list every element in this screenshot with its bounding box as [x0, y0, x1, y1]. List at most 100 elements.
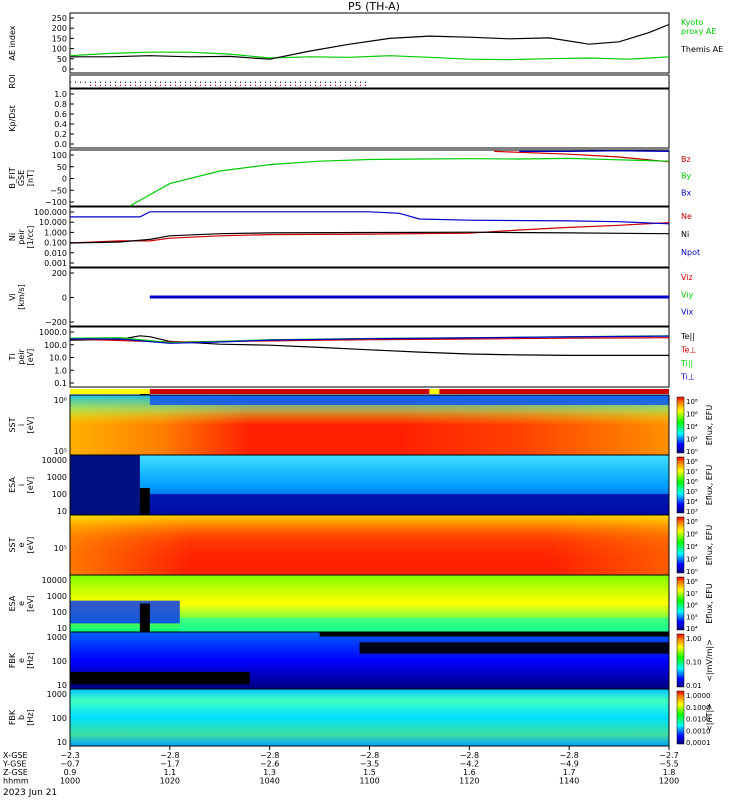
- y-tick-label: 200: [52, 24, 67, 33]
- x-axis-value: 1020: [160, 777, 180, 786]
- y-tick-label: 100: [52, 608, 67, 617]
- y-tick-label: 0: [62, 175, 67, 184]
- series-line: [129, 157, 670, 207]
- colorbar-label: Eflux, EFU: [705, 465, 714, 506]
- y-tick-label: 1000.0: [39, 328, 67, 337]
- y-tick-label: 10: [57, 507, 67, 516]
- panel-frame: [69, 206, 670, 268]
- y-tick-label: 10⁵: [54, 447, 67, 456]
- y-axis-label: [eV]: [26, 349, 35, 366]
- x-axis-value: −4.9: [559, 760, 578, 769]
- panel-fbk_b: FBK b [Hz] 1000 100 10 1.0000 0.1000 0.0100 0.001…: [8, 688, 714, 747]
- x-axis-value: 1040: [259, 777, 279, 786]
- y-axis-label: i: [17, 424, 26, 426]
- x-axis-row-label: hhmm: [3, 777, 29, 786]
- y-tick-label: 1000: [47, 473, 67, 482]
- colorbar-label: Eflux, EFU: [705, 525, 714, 566]
- chart-title: P5 (TH-A): [348, 0, 400, 13]
- y-axis-label: Vi: [8, 293, 17, 301]
- y-axis-label: [Hz]: [26, 652, 35, 668]
- y-tick-label: 100: [52, 657, 67, 666]
- spectrogram-band: [359, 642, 669, 654]
- y-axis-label: i: [17, 484, 26, 486]
- spectrogram-band: [149, 395, 669, 405]
- legend-label: Viy: [681, 290, 694, 299]
- y-tick-label: 10⁵: [54, 544, 67, 553]
- y-tick-label: 0.0: [54, 140, 67, 149]
- panel-sst_ion: SST i [eV] 10⁶ 10⁵ 10⁸ 10⁶ 10⁴ 10² 10⁰ Eflux, EFU: [8, 394, 714, 456]
- x-axis-row-label: X-GSE: [3, 751, 28, 760]
- y-tick-label: 0.001: [44, 259, 67, 268]
- y-axis-label: peir: [17, 229, 26, 245]
- y-tick-label: 150: [52, 34, 67, 43]
- y-tick-label: 1.0: [54, 366, 67, 375]
- legend-label: Bz: [681, 155, 691, 164]
- colorbar-tick-label: 10⁴: [686, 498, 698, 506]
- colorbar-tick-label: 10²: [686, 556, 698, 564]
- y-tick-label: 1000: [47, 592, 67, 601]
- legend-label: By: [681, 172, 691, 181]
- colorbar-tick-label: 10⁶: [686, 602, 698, 610]
- colorbar-tick-label: 10⁰: [686, 448, 698, 456]
- y-tick-label: 50: [57, 163, 67, 172]
- colorbar: [676, 396, 685, 454]
- y-axis-label: GSE: [17, 170, 26, 186]
- series-line: [69, 51, 670, 61]
- colorbar-tick-label: 0.1000: [686, 704, 711, 712]
- colorbar-tick-label: 10⁴: [686, 423, 698, 431]
- series-line: [494, 150, 670, 163]
- y-tick-label: 10.000: [39, 218, 67, 227]
- x-axis-value: −2.3: [60, 751, 79, 760]
- y-tick-label: 0: [62, 65, 67, 74]
- x-axis-row-label: Z-GSE: [3, 768, 28, 777]
- y-axis-label: [eV]: [26, 537, 35, 554]
- legend-label: Bx: [681, 188, 691, 197]
- x-axis-value: −2.7: [659, 751, 678, 760]
- colorbar-tick-label: 10⁵: [686, 488, 698, 496]
- colorbar: [676, 690, 685, 745]
- legend-label: Te||: [680, 332, 695, 341]
- x-axis-value: 1.7: [563, 768, 576, 777]
- x-axis-value: 1.3: [263, 768, 276, 777]
- y-tick-label: −100: [45, 198, 67, 207]
- colorbar-tick-label: 10⁶: [686, 411, 698, 419]
- y-tick-label: 200: [52, 269, 67, 278]
- y-axis-label: [1/cc]: [26, 226, 35, 249]
- y-axis-label: ESA: [8, 595, 17, 611]
- y-tick-label: 10000: [42, 456, 67, 465]
- y-tick-label: 10: [57, 624, 67, 633]
- x-axis-value: −1.7: [160, 760, 179, 769]
- y-tick-label: 0.1: [54, 379, 67, 388]
- panel-esa_elec: ESA e [eV] 10000 1000 100 10 10⁸ 10⁷ 10⁶ 10⁵ 10⁴ Efl…: [8, 574, 714, 633]
- legend-label: Ti||: [680, 359, 693, 368]
- y-tick-label: 100: [52, 714, 67, 723]
- x-axis-value: −2.8: [260, 751, 279, 760]
- colorbar-label: Eflux, EFU: [705, 583, 714, 624]
- y-tick-label: 10000: [42, 576, 67, 585]
- y-axis-label: Ni: [8, 233, 17, 241]
- colorbar-tick-label: 10⁸: [686, 458, 698, 466]
- colorbar-tick-label: 10⁷: [686, 590, 698, 598]
- colorbar-tick-label: 0.0010: [686, 727, 711, 735]
- series-line: [70, 335, 670, 344]
- colorbar-tick-label: 10⁰: [686, 568, 698, 576]
- x-axis-value: −2.8: [360, 751, 379, 760]
- x-axis-value: 1.5: [363, 768, 376, 777]
- series-line: [69, 231, 670, 244]
- y-axis-label: [eV]: [26, 477, 35, 494]
- series-line: [69, 335, 669, 356]
- y-axis-label: [eV]: [26, 595, 35, 612]
- x-axis-value: −5.5: [659, 760, 678, 769]
- x-axis-value: 1.6: [463, 768, 476, 777]
- y-tick-label: 250: [52, 14, 67, 23]
- panel-esa_ion: ESA i [eV] 10000 1000 100 10 10⁸ 10⁷ 10⁶ 10⁵ 10⁴ 10³…: [8, 454, 714, 516]
- colorbar-tick-label: 10⁷: [686, 468, 698, 476]
- y-tick-label: 100: [52, 151, 67, 160]
- y-tick-label: 0.6: [54, 110, 67, 119]
- y-axis-label: [nT]: [26, 170, 35, 186]
- colorbar-tick-label: 1.00: [686, 635, 702, 643]
- legend-label: Te⊥: [680, 346, 696, 355]
- legend-label: Viz: [681, 273, 693, 282]
